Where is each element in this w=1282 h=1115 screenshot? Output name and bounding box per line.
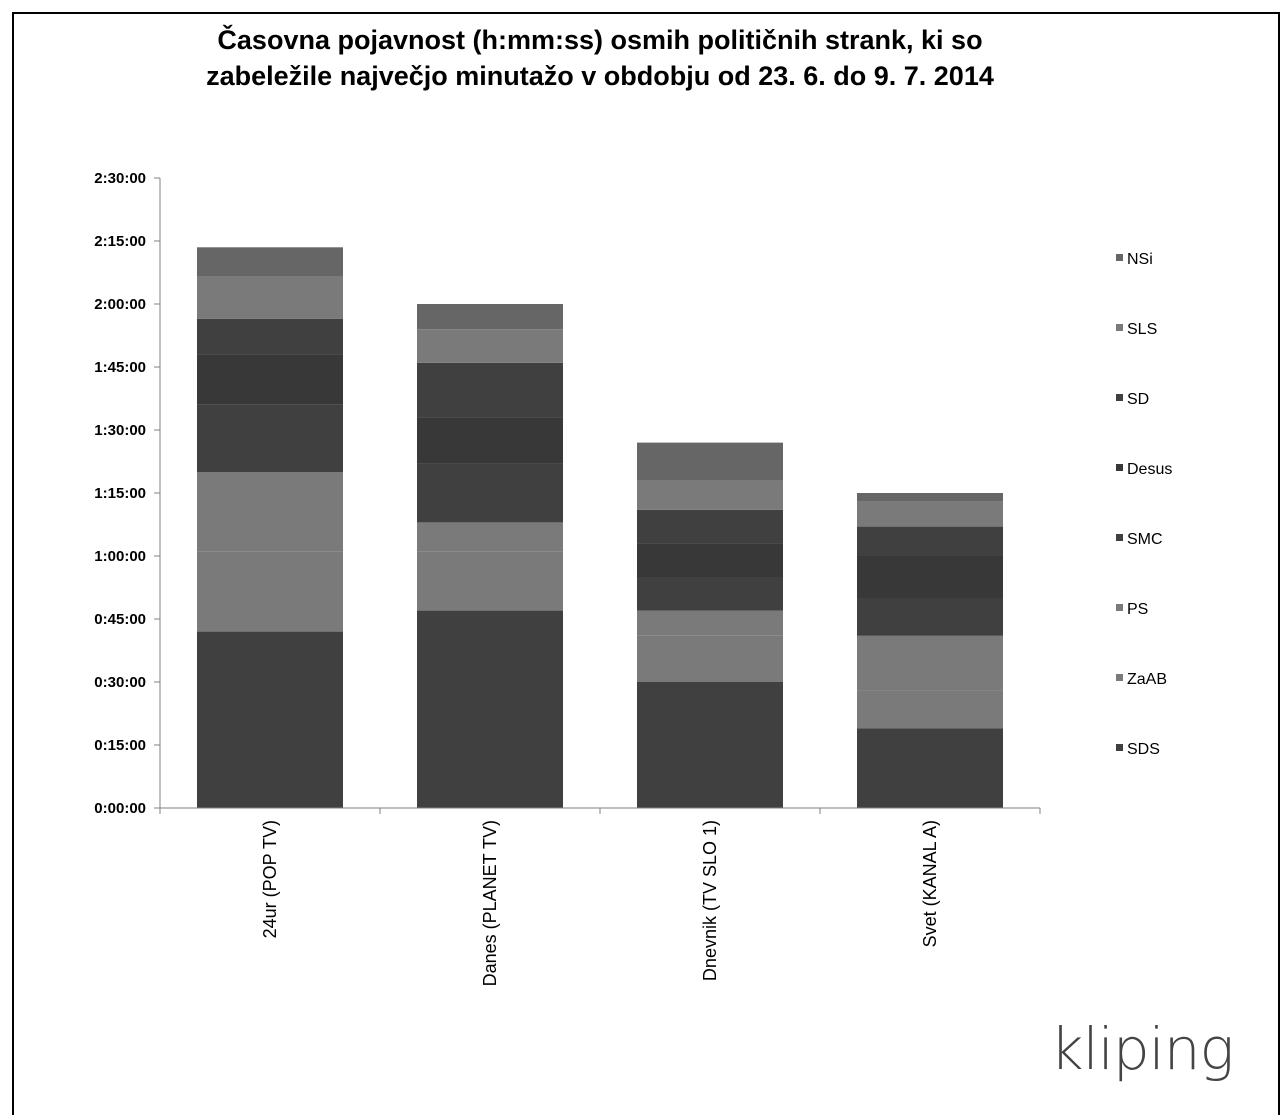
bar-segment-desus-1: [417, 417, 563, 464]
legend-swatch-smc: [1116, 534, 1123, 541]
bar-segment-sls-2: [637, 480, 783, 510]
legend-swatch-sls: [1116, 324, 1123, 331]
bar-segment-ps-2: [637, 610, 783, 636]
x-axis: 24ur (POP TV) Danes (PLANET TV) Dnevnik (T…: [159, 807, 1041, 986]
bar-segment-sls-0: [197, 276, 343, 319]
bar-segment-smc-1: [417, 463, 563, 523]
bar-segment-nsi-2: [637, 442, 783, 481]
legend-label-ps: PS: [1127, 601, 1148, 618]
x-category-label: Danes (PLANET TV): [480, 820, 500, 986]
bar-segment-sd-2: [637, 509, 783, 544]
bar-segment-sls-1: [417, 329, 563, 363]
bar-segment-ps-1: [417, 522, 563, 552]
legend-label-nsi: NSi: [1127, 251, 1153, 268]
bar-segment-sds-2: [637, 682, 783, 808]
bar-segment-sd-1: [417, 362, 563, 418]
bar-segment-sd-0: [197, 318, 343, 355]
y-tick-label: 1:15:00: [94, 485, 146, 502]
bar-segment-desus-2: [637, 543, 783, 577]
x-category-label: 24ur (POP TV): [260, 820, 280, 938]
bar-segment-desus-3: [857, 556, 1003, 598]
y-tick-label: 0:45:00: [94, 611, 146, 628]
x-category-label: Svet (KANAL A): [920, 820, 940, 947]
y-tick-label: 1:45:00: [94, 359, 146, 376]
legend-swatch-sds: [1116, 744, 1123, 751]
y-tick-label: 2:30:00: [94, 170, 146, 187]
chart-title-line-1: Časovna pojavnost (h:mm:ss) osmih politi…: [217, 25, 983, 55]
legend-label-smc: SMC: [1127, 531, 1163, 548]
legend-label-sds: SDS: [1127, 741, 1160, 758]
y-tick-label: 1:00:00: [94, 548, 146, 565]
bars-group: [197, 247, 1003, 808]
bar-segment-smc-2: [637, 577, 783, 611]
bar-segment-zaab-2: [637, 635, 783, 682]
y-tick-label: 0:00:00: [94, 800, 146, 817]
bar-segment-sd-3: [857, 526, 1003, 556]
legend: NSi SLS SD Desus SMC PS ZaAB SDS: [1116, 251, 1172, 758]
legend-swatch-desus: [1116, 464, 1123, 471]
legend-swatch-ps: [1116, 604, 1123, 611]
bar-segment-nsi-0: [197, 247, 343, 277]
bar-segment-smc-0: [197, 404, 343, 472]
legend-swatch-zaab: [1116, 674, 1123, 681]
bar-segment-nsi-3: [857, 493, 1003, 502]
y-tick-label: 0:15:00: [94, 737, 146, 754]
legend-swatch-sd: [1116, 394, 1123, 401]
x-category-label: Dnevnik (TV SLO 1): [700, 820, 720, 981]
bar-segment-nsi-1: [417, 304, 563, 330]
bar-segment-sds-3: [857, 728, 1003, 808]
bar-segment-sds-0: [197, 631, 343, 808]
legend-swatch-nsi: [1116, 254, 1123, 261]
bar-segment-smc-3: [857, 598, 1003, 636]
bar-segment-ps-0: [197, 472, 343, 552]
legend-label-sd: SD: [1127, 391, 1149, 408]
legend-label-sls: SLS: [1127, 321, 1157, 338]
bar-segment-zaab-0: [197, 551, 343, 632]
chart-title-line-2: zabeležile največjo minutažo v obdobju o…: [206, 61, 994, 91]
y-tick-label: 0:30:00: [94, 674, 146, 691]
y-tick-label: 2:15:00: [94, 233, 146, 250]
bar-segment-sls-3: [857, 501, 1003, 527]
legend-label-zaab: ZaAB: [1127, 671, 1167, 688]
y-tick-label: 1:30:00: [94, 422, 146, 439]
bar-segment-zaab-1: [417, 551, 563, 611]
bar-segment-desus-0: [197, 354, 343, 405]
bar-segment-zaab-3: [857, 690, 1003, 729]
bar-segment-ps-3: [857, 635, 1003, 691]
y-tick-label: 2:00:00: [94, 296, 146, 313]
chart-title: Časovna pojavnost (h:mm:ss) osmih politi…: [0, 22, 1200, 94]
kliping-logo: kliping: [1050, 1015, 1234, 1083]
y-axis: 0:00:00 0:15:00 0:30:00 0:45:00 1:00:00 1:15:…: [94, 170, 161, 817]
bar-segment-sds-1: [417, 610, 563, 808]
legend-label-desus: Desus: [1127, 461, 1172, 478]
